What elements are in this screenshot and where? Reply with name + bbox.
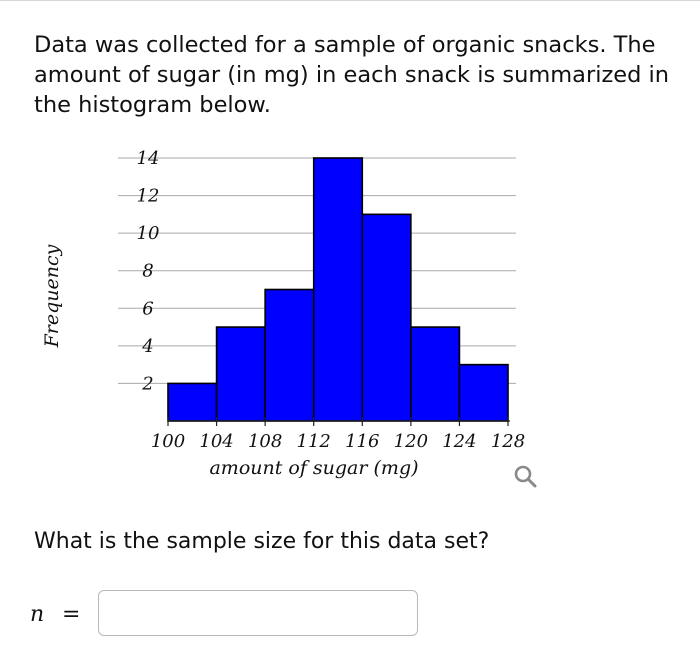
question-intro: Data was collected for a sample of organ… — [34, 32, 670, 118]
y-tick-label: 6 — [142, 298, 153, 319]
x-tick-labels: 100 104 108 112 116 120 124 128 — [151, 431, 525, 452]
x-tick-label: 108 — [248, 431, 282, 452]
x-tick-label: 100 — [151, 431, 185, 452]
x-tick-label: 124 — [442, 431, 476, 452]
x-axis — [167, 417, 510, 426]
y-tick-labels: 2 4 6 8 10 12 14 — [137, 148, 160, 394]
histogram-bar — [264, 288, 315, 422]
histogram-bar — [458, 363, 509, 422]
equals-sign: = — [62, 602, 81, 627]
x-tick-label: 128 — [491, 431, 525, 452]
y-tick-label: 2 — [141, 373, 153, 394]
y-tick-label: 14 — [137, 148, 160, 169]
top-divider — [0, 0, 700, 1]
x-tick-label: 112 — [297, 431, 331, 452]
histogram-bar — [410, 326, 461, 422]
y-tick-label: 4 — [141, 336, 153, 357]
sample-size-input[interactable] — [98, 590, 418, 636]
question-prompt: What is the sample size for this data se… — [34, 529, 490, 554]
y-tick-label: 12 — [137, 186, 160, 207]
x-tick-label: 116 — [345, 431, 379, 452]
y-tick-label: 10 — [137, 223, 160, 244]
histogram-bar — [361, 213, 412, 422]
histogram-bar — [167, 382, 218, 422]
magnifying-glass-icon[interactable] — [512, 463, 538, 489]
y-axis-title: Frequency — [41, 244, 63, 348]
answer-variable-label: n — [30, 602, 45, 627]
x-tick-label: 120 — [394, 431, 428, 452]
histogram-chart: 2 4 6 8 10 12 14 100 104 108 112 116 120 124 128 amou… — [41, 148, 525, 479]
x-axis-title: amount of sugar (mg) — [209, 457, 418, 479]
x-tick-label: 104 — [199, 431, 233, 452]
histogram-bar — [312, 157, 364, 422]
y-tick-label: 8 — [142, 261, 153, 282]
histogram-bar — [215, 326, 266, 422]
histogram-bars — [167, 157, 509, 422]
